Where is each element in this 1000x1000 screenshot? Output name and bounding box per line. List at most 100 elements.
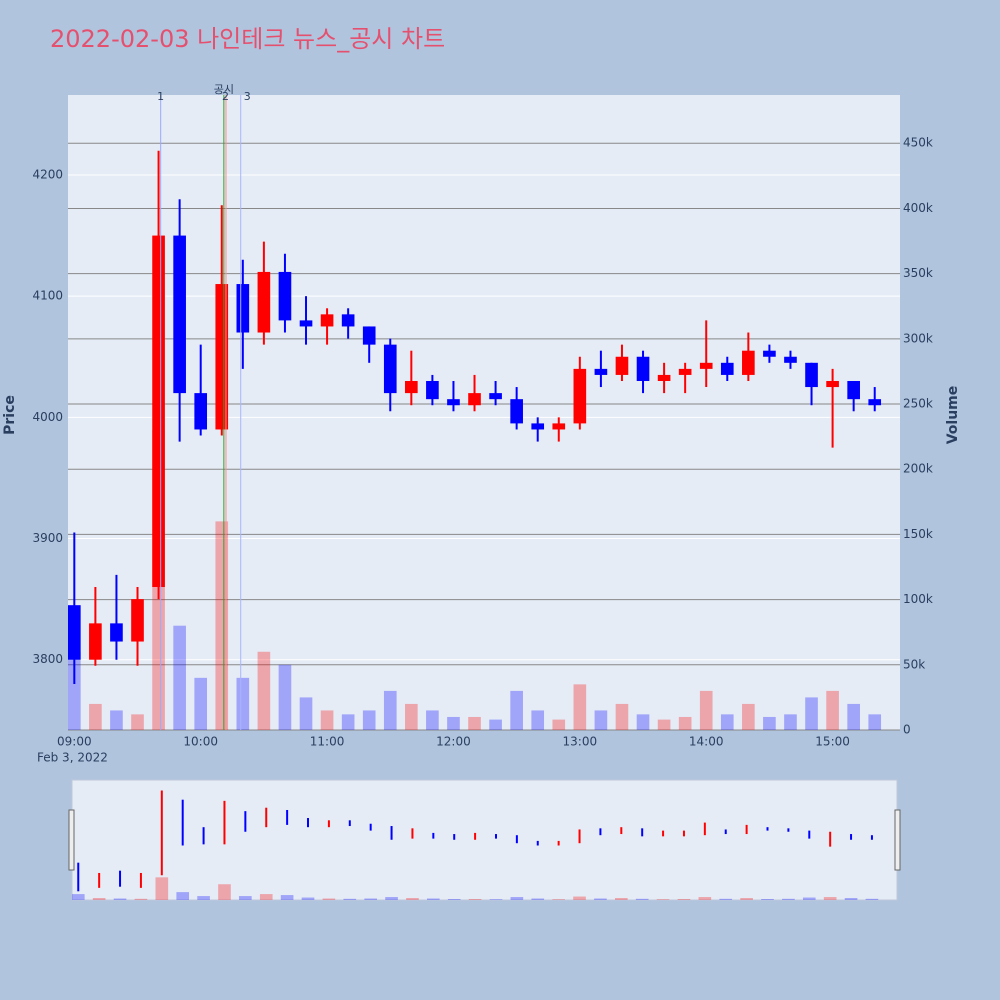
candle-body	[531, 423, 545, 430]
volume-bar	[763, 716, 776, 730]
volume-bar	[594, 710, 608, 730]
y2-tick-label: 400k	[903, 201, 933, 215]
volume-bar	[215, 521, 229, 730]
volume-bar	[89, 703, 102, 730]
slider-volume-bar	[844, 898, 858, 900]
candle-body	[847, 380, 860, 400]
slider-volume-bar	[531, 898, 545, 900]
slider-volume-bar	[92, 898, 106, 900]
slider-volume-bar	[113, 898, 127, 900]
slider-volume-bar	[239, 896, 252, 900]
x-tick-label: 15:00	[815, 735, 850, 749]
candle-body	[468, 393, 481, 406]
candle-body	[383, 344, 397, 394]
slider-handle[interactable]	[68, 809, 75, 871]
chart-title: 2022-02-03 나인테크 뉴스_공시 차트	[50, 25, 445, 53]
y2-tick-label: 200k	[903, 462, 933, 476]
candle-body	[510, 399, 523, 424]
volume-bar	[362, 710, 376, 730]
volume-bar	[615, 703, 629, 730]
volume-bar	[489, 719, 502, 730]
slider-volume-bar	[406, 898, 419, 900]
volume-bar	[110, 710, 123, 730]
slider-volume-bar	[594, 898, 607, 900]
slider-volume-bar	[155, 877, 169, 900]
slider-volume-bar	[635, 898, 649, 900]
slider-volume-bar	[385, 897, 398, 900]
slider-volume-bar	[719, 898, 733, 900]
candle-body	[215, 284, 229, 430]
slider-volume-bar	[802, 897, 816, 900]
slider-volume-bar	[447, 899, 461, 900]
y2-tick-label: 450k	[903, 136, 933, 150]
x-tick-label: 09:00	[57, 735, 92, 749]
slider-volume-bar	[782, 898, 795, 900]
slider-volume-bar	[218, 884, 231, 900]
volume-bar	[173, 625, 186, 730]
candle-body	[573, 368, 587, 424]
candle-body	[68, 605, 81, 660]
volume-bar	[573, 684, 587, 730]
candle-body	[152, 235, 165, 588]
x-tick-label: 12:00	[436, 735, 471, 749]
candle-body	[426, 380, 439, 400]
volume-bar	[531, 710, 545, 730]
volume-bar	[278, 664, 292, 730]
volume-bar	[805, 697, 818, 730]
slider-volume-bar	[656, 899, 670, 900]
annotation-text: 2	[222, 90, 229, 103]
slider-handle[interactable]	[894, 809, 901, 871]
slider-volume-bar	[468, 899, 482, 900]
x-tick-label: 11:00	[310, 735, 345, 749]
candle-body	[173, 235, 186, 394]
candle-body	[699, 362, 713, 369]
volume-bar	[847, 703, 860, 730]
y2-tick-label: 0	[903, 723, 911, 737]
slider-volume-bar	[698, 897, 712, 900]
volume-bar	[636, 714, 650, 730]
candle-body	[678, 368, 692, 375]
candle-body	[805, 362, 818, 388]
slider-volume-bar	[614, 898, 628, 900]
candle-body	[320, 314, 334, 327]
slider-volume-bar	[510, 897, 524, 900]
y2-tick-label: 100k	[903, 592, 933, 606]
volume-bar	[699, 690, 713, 730]
volume-bar	[657, 719, 671, 730]
y2-tick-label: 250k	[903, 397, 933, 411]
candle-body	[868, 399, 882, 406]
volume-bar	[299, 697, 313, 730]
y-axis-title: Price	[2, 395, 18, 435]
annotation-text: 공시	[214, 83, 234, 96]
candle-body	[615, 356, 629, 375]
candle-body	[657, 374, 671, 381]
slider-volume-bar	[364, 898, 377, 900]
volume-bar	[405, 703, 418, 730]
range-slider[interactable]	[71, 779, 898, 901]
x-sublabel: Feb 3, 2022	[37, 751, 108, 765]
slider-volume-bar	[677, 899, 691, 900]
candle-body	[405, 380, 418, 394]
candle-body	[299, 320, 313, 327]
volume-bar	[194, 677, 208, 730]
y-tick-label: 3800	[32, 652, 63, 666]
slider-volume-bar	[176, 892, 190, 900]
slider-volume-bar	[740, 898, 753, 900]
x-tick-label: 13:00	[563, 735, 598, 749]
slider-volume-bar	[865, 898, 879, 900]
slider-volume-bar	[823, 897, 837, 900]
y-tick-label: 4200	[32, 167, 63, 181]
volume-bar	[257, 651, 271, 730]
plot-area	[68, 95, 900, 730]
slider-volume-bar	[489, 899, 503, 900]
volume-bar	[131, 714, 144, 730]
volume-bar	[826, 690, 839, 730]
volume-bar	[383, 690, 397, 730]
slider-volume-bar	[343, 898, 357, 900]
candle-body	[194, 393, 208, 430]
y2-tick-label: 300k	[903, 331, 933, 345]
volume-bar	[742, 703, 755, 730]
volume-bar	[68, 651, 81, 730]
candle-body	[341, 314, 355, 327]
